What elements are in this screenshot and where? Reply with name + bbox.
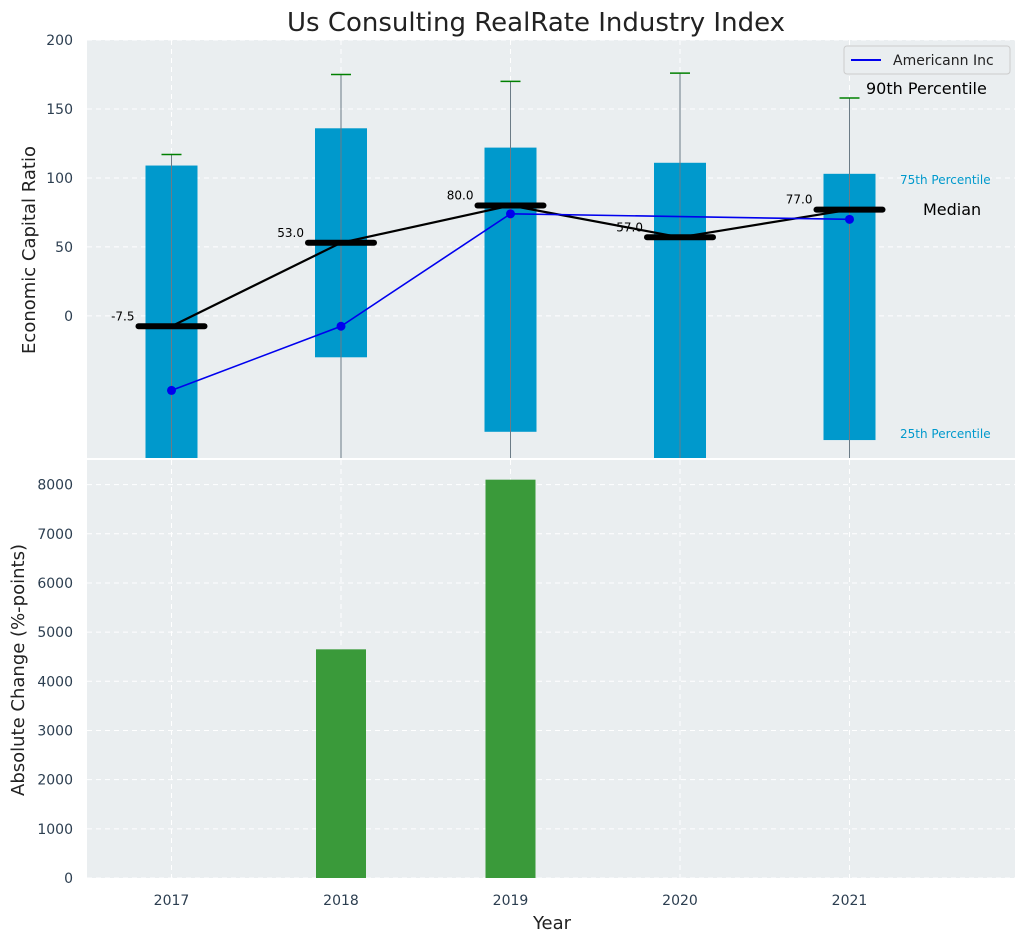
change-bar	[316, 649, 366, 878]
change-bar	[485, 479, 536, 878]
bottom-y-tick-label: 1000	[37, 822, 73, 838]
bottom-y-axis-label: Absolute Change (%-points)	[8, 544, 29, 796]
bottom-gridlines	[87, 460, 1015, 879]
company-series-point	[336, 321, 346, 331]
bottom-y-tick-label: 6000	[37, 576, 73, 592]
x-tick-label: 2020	[662, 893, 698, 909]
top-y-tick-label: 100	[46, 171, 73, 187]
median-value-label: -7.5	[111, 309, 134, 323]
legend-label: Americann Inc	[893, 53, 994, 69]
legend: Americann Inc	[843, 45, 1011, 75]
top-chart-marks: -7.5 53.0 80.0 57.0 77.0	[111, 72, 886, 459]
bottom-y-tick-label: 8000	[37, 478, 73, 494]
median-value-label: 53.0	[277, 226, 304, 240]
x-tick-label: 2019	[493, 893, 529, 909]
x-tick-label: 2018	[323, 893, 359, 909]
annotation-25th: 25th Percentile	[900, 427, 991, 441]
company-series-line	[171, 213, 850, 392]
bottom-y-tick-label: 5000	[37, 625, 73, 641]
annotation-75th: 75th Percentile	[900, 173, 991, 187]
bottom-y-tick-label: 4000	[37, 674, 73, 690]
bottom-plot-area	[87, 460, 1015, 878]
x-tick-label: 2017	[154, 893, 190, 909]
company-series-point	[506, 209, 515, 219]
median-value-label: 57.0	[616, 220, 643, 234]
median-value-label: 80.0	[447, 189, 474, 203]
top-plot-area	[87, 40, 1015, 458]
median-value-label: 77.0	[786, 193, 813, 207]
top-y-tick-label: 0	[64, 309, 73, 325]
legend-box	[843, 45, 1011, 75]
annotation-90th: 90th Percentile	[866, 79, 987, 98]
bottom-y-tick-labels: 0 1000 2000 3000 4000 5000 6000 7000 8000	[37, 478, 73, 887]
x-axis-label: Year	[532, 913, 572, 934]
bottom-y-tick-label: 7000	[37, 527, 73, 543]
company-series-point	[845, 214, 854, 224]
top-y-tick-label: 200	[46, 33, 73, 49]
top-y-tick-labels: 0 50 100 150 200	[46, 33, 73, 325]
bottom-y-tick-label: 3000	[37, 723, 73, 739]
x-tick-label: 2021	[832, 893, 868, 909]
annotation-median: Median	[923, 200, 981, 219]
bottom-y-tick-label: 2000	[37, 773, 73, 789]
company-series-point	[167, 385, 176, 395]
chart-title: Us Consulting RealRate Industry Index	[287, 8, 785, 38]
percentile-annotations: 90th Percentile 75th Percentile Median 2…	[866, 79, 991, 441]
top-y-tick-label: 50	[55, 240, 73, 256]
top-y-tick-label: 150	[46, 102, 73, 118]
bottom-y-tick-label: 0	[64, 871, 73, 887]
top-y-axis-label: Economic Capital Ratio	[19, 146, 40, 354]
bottom-chart-marks	[316, 479, 536, 878]
x-tick-labels: 2017 2018 2019 2020 2021	[154, 893, 868, 909]
